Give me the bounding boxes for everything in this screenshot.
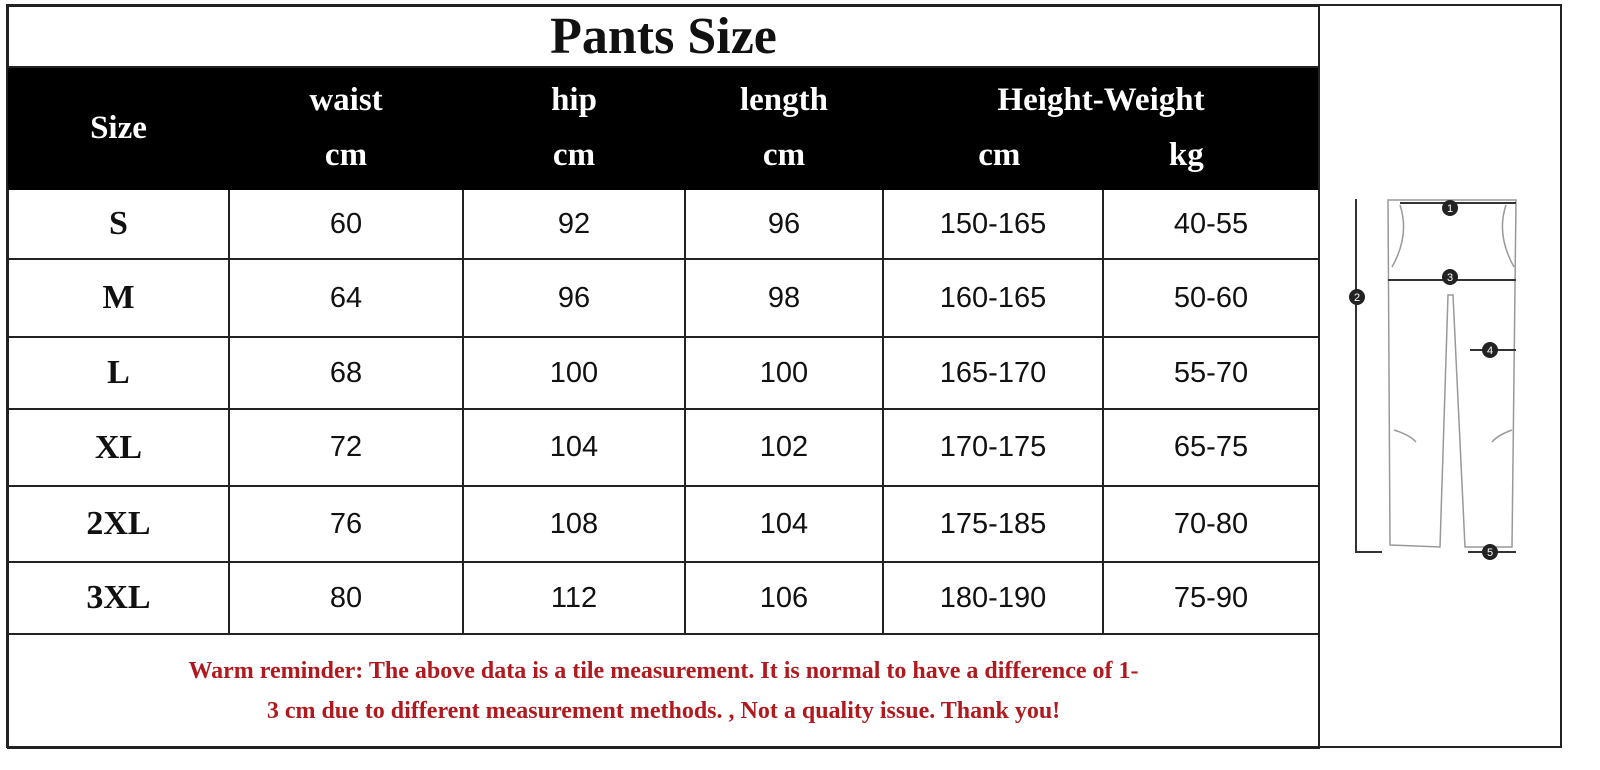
marker-1: 1: [1442, 200, 1458, 216]
cell-weight: 40-55: [1102, 188, 1320, 260]
cell-height: 165-170: [882, 336, 1104, 410]
cell-hip: 96: [462, 258, 686, 338]
cell-hip: 108: [462, 485, 686, 563]
cell-height: 170-175: [882, 408, 1104, 487]
cell-height: 180-190: [882, 561, 1104, 635]
warm-reminder: Warm reminder: The above data is a tile …: [7, 633, 1320, 749]
cell-waist: 60: [228, 188, 464, 260]
svg-text:2: 2: [1354, 292, 1360, 304]
cell-length: 102: [684, 408, 884, 487]
cell-weight: 65-75: [1102, 408, 1320, 487]
cell-length: 104: [684, 485, 884, 563]
marker-5: 5: [1482, 544, 1498, 560]
cell-height: 175-185: [882, 485, 1104, 563]
pants-measurement-diagram: 1 2 3 4 5: [1318, 5, 1563, 747]
table-row: M 64 96 98 160-165 50-60: [7, 258, 1320, 338]
cell-hip: 104: [462, 408, 686, 487]
header-height-weight: Height-Weight cm kg: [882, 66, 1320, 190]
svg-text:5: 5: [1487, 547, 1493, 559]
cell-waist: 72: [228, 408, 464, 487]
size-table: Pants Size Size waist cm hip cm length cm H…: [7, 5, 1320, 749]
cell-length: 100: [684, 336, 884, 410]
cell-size: 3XL: [7, 561, 230, 635]
svg-text:1: 1: [1447, 203, 1453, 215]
header-hip: hip cm: [462, 66, 686, 190]
cell-hip: 100: [462, 336, 686, 410]
cell-waist: 76: [228, 485, 464, 563]
header-waist: waist cm: [228, 66, 464, 190]
table-row: 2XL 76 108 104 175-185 70-80: [7, 485, 1320, 563]
outer-border: [6, 4, 1562, 748]
cell-waist: 68: [228, 336, 464, 410]
cell-hip: 92: [462, 188, 686, 260]
cell-size: L: [7, 336, 230, 410]
cell-height: 160-165: [882, 258, 1104, 338]
cell-hip: 112: [462, 561, 686, 635]
cell-length: 106: [684, 561, 884, 635]
marker-3: 3: [1442, 269, 1458, 285]
cell-size: S: [7, 188, 230, 260]
marker-4: 4: [1482, 342, 1498, 358]
cell-length: 98: [684, 258, 884, 338]
cell-weight: 75-90: [1102, 561, 1320, 635]
cell-weight: 50-60: [1102, 258, 1320, 338]
table-row: S 60 92 96 150-165 40-55: [7, 188, 1320, 260]
cell-size: XL: [7, 408, 230, 487]
cell-length: 96: [684, 188, 884, 260]
table-row: 3XL 80 112 106 180-190 75-90: [7, 561, 1320, 635]
page-title: Pants Size: [7, 5, 1320, 68]
table-row: XL 72 104 102 170-175 65-75: [7, 408, 1320, 487]
cell-waist: 64: [228, 258, 464, 338]
cell-size: M: [7, 258, 230, 338]
header-length: length cm: [684, 66, 884, 190]
svg-text:3: 3: [1447, 272, 1453, 284]
marker-2: 2: [1349, 289, 1365, 305]
cell-size: 2XL: [7, 485, 230, 563]
cell-waist: 80: [228, 561, 464, 635]
header-size: Size: [7, 66, 230, 190]
table-row: L 68 100 100 165-170 55-70: [7, 336, 1320, 410]
svg-text:4: 4: [1487, 345, 1493, 357]
measurement-markers: 1 2 3 4 5: [1349, 200, 1498, 560]
pants-illustration: 1 2 3 4 5: [1349, 199, 1517, 560]
cell-height: 150-165: [882, 188, 1104, 260]
